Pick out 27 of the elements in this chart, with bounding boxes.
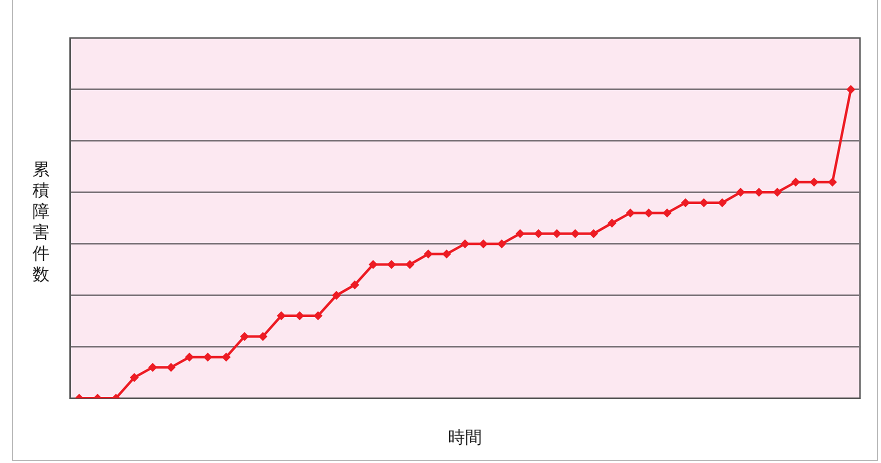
x-axis-title: 時間	[448, 428, 482, 448]
point	[516, 229, 525, 238]
point	[424, 250, 433, 259]
point	[791, 178, 800, 187]
point	[570, 229, 580, 238]
point	[607, 218, 616, 228]
point	[222, 352, 231, 362]
y-axis-title: 累積障害件数	[32, 160, 50, 286]
point	[680, 198, 690, 208]
point	[644, 208, 654, 218]
point	[332, 290, 341, 300]
point	[662, 208, 672, 218]
point	[589, 229, 598, 238]
point	[552, 229, 562, 238]
point	[846, 84, 856, 94]
point	[442, 250, 452, 259]
point	[460, 239, 470, 248]
point	[130, 373, 139, 382]
point	[497, 239, 506, 248]
point	[184, 352, 194, 362]
point	[626, 208, 635, 218]
point	[203, 352, 212, 362]
point	[314, 311, 323, 320]
point	[148, 362, 158, 372]
point	[350, 280, 360, 290]
point	[166, 362, 176, 372]
point	[478, 239, 488, 248]
